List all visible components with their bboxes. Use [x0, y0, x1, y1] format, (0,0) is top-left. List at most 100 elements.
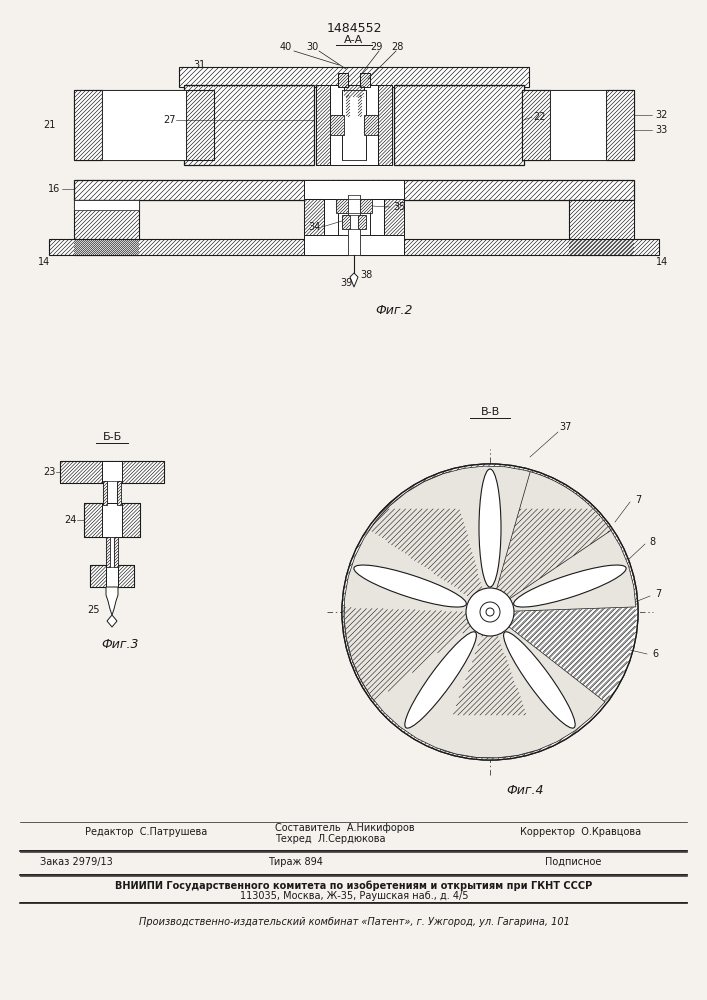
- Bar: [60, 461, 164, 483]
- Text: 1484552: 1484552: [326, 21, 382, 34]
- Bar: [342, 215, 350, 229]
- Ellipse shape: [479, 469, 501, 587]
- Bar: [344, 85, 364, 97]
- Text: 28: 28: [391, 42, 403, 52]
- Text: 8: 8: [649, 537, 655, 547]
- Bar: [106, 565, 118, 587]
- Text: ВНИИПИ Государственного комитета по изобретениям и открытиям при ГКНТ СССР: ВНИИПИ Государственного комитета по изоб…: [115, 881, 592, 891]
- Text: 24: 24: [64, 515, 76, 525]
- Text: Подписное: Подписное: [545, 857, 602, 867]
- Bar: [102, 461, 122, 483]
- Bar: [330, 115, 344, 135]
- Text: 40: 40: [280, 42, 292, 52]
- Polygon shape: [350, 273, 358, 287]
- Text: 14: 14: [38, 257, 50, 267]
- Bar: [350, 215, 358, 229]
- Bar: [316, 85, 330, 165]
- Circle shape: [486, 608, 494, 616]
- Bar: [49, 239, 349, 255]
- Bar: [179, 67, 529, 87]
- Text: 30: 30: [306, 42, 318, 52]
- Bar: [569, 200, 634, 255]
- Bar: [338, 199, 370, 235]
- Bar: [550, 90, 606, 160]
- Text: 38: 38: [360, 270, 372, 280]
- Bar: [186, 90, 214, 160]
- Text: Фиг.3: Фиг.3: [101, 639, 139, 652]
- Polygon shape: [369, 472, 490, 612]
- Text: 33: 33: [655, 125, 667, 135]
- Bar: [522, 90, 550, 160]
- Text: 31: 31: [193, 60, 205, 70]
- Bar: [102, 90, 186, 160]
- Ellipse shape: [405, 632, 477, 728]
- Bar: [378, 85, 392, 165]
- Bar: [117, 481, 121, 505]
- Bar: [304, 239, 404, 255]
- Text: Редактор  С.Патрушева: Редактор С.Патрушева: [85, 827, 207, 837]
- Polygon shape: [106, 587, 118, 615]
- Ellipse shape: [514, 565, 626, 607]
- Polygon shape: [344, 466, 636, 758]
- Text: 22: 22: [534, 112, 547, 122]
- Bar: [338, 73, 348, 87]
- Text: 7: 7: [655, 589, 661, 599]
- Bar: [316, 85, 392, 165]
- Bar: [84, 503, 140, 537]
- Bar: [346, 95, 350, 117]
- Bar: [364, 115, 378, 135]
- Text: Тираж 894: Тираж 894: [267, 857, 322, 867]
- Bar: [358, 95, 362, 117]
- Ellipse shape: [354, 565, 467, 607]
- Bar: [74, 200, 139, 255]
- Text: Б-Б: Б-Б: [103, 432, 122, 442]
- Bar: [90, 565, 134, 587]
- Text: Техред  Л.Сердюкова: Техред Л.Сердюкова: [275, 834, 385, 844]
- Text: 37: 37: [559, 422, 571, 432]
- Bar: [184, 85, 314, 165]
- Bar: [304, 239, 404, 255]
- Bar: [304, 199, 324, 235]
- Text: 21: 21: [43, 120, 55, 130]
- Text: Корректор  О.Кравцова: Корректор О.Кравцова: [520, 827, 641, 837]
- Bar: [344, 115, 364, 135]
- Text: А-А: А-А: [344, 35, 363, 45]
- Bar: [304, 199, 404, 255]
- Text: 32: 32: [655, 110, 667, 120]
- Bar: [394, 85, 524, 165]
- Bar: [114, 537, 118, 567]
- Bar: [74, 180, 634, 200]
- Text: Заказ 2979/13: Заказ 2979/13: [40, 857, 112, 867]
- Bar: [346, 95, 362, 117]
- Text: 27: 27: [163, 115, 175, 125]
- Bar: [102, 503, 122, 537]
- Bar: [74, 90, 186, 160]
- Bar: [110, 537, 114, 567]
- Circle shape: [480, 602, 500, 622]
- Text: 39: 39: [340, 278, 352, 288]
- Text: 6: 6: [652, 649, 658, 659]
- Bar: [106, 537, 110, 567]
- Text: 16: 16: [48, 184, 60, 194]
- Text: 34: 34: [308, 222, 320, 232]
- Bar: [358, 215, 366, 229]
- Bar: [74, 200, 139, 210]
- Bar: [384, 199, 404, 235]
- Bar: [103, 481, 107, 505]
- Polygon shape: [344, 607, 490, 702]
- Circle shape: [342, 464, 638, 760]
- Polygon shape: [107, 615, 117, 627]
- Bar: [348, 195, 360, 255]
- Bar: [74, 90, 102, 160]
- Bar: [359, 239, 659, 255]
- Bar: [522, 90, 634, 160]
- Bar: [324, 199, 384, 235]
- Text: 25: 25: [88, 605, 100, 615]
- Circle shape: [342, 464, 638, 760]
- Polygon shape: [440, 612, 540, 758]
- Bar: [330, 85, 378, 165]
- Bar: [107, 481, 117, 505]
- Text: 29: 29: [370, 42, 382, 52]
- Text: Фиг.4: Фиг.4: [506, 784, 544, 796]
- Text: 14: 14: [656, 257, 668, 267]
